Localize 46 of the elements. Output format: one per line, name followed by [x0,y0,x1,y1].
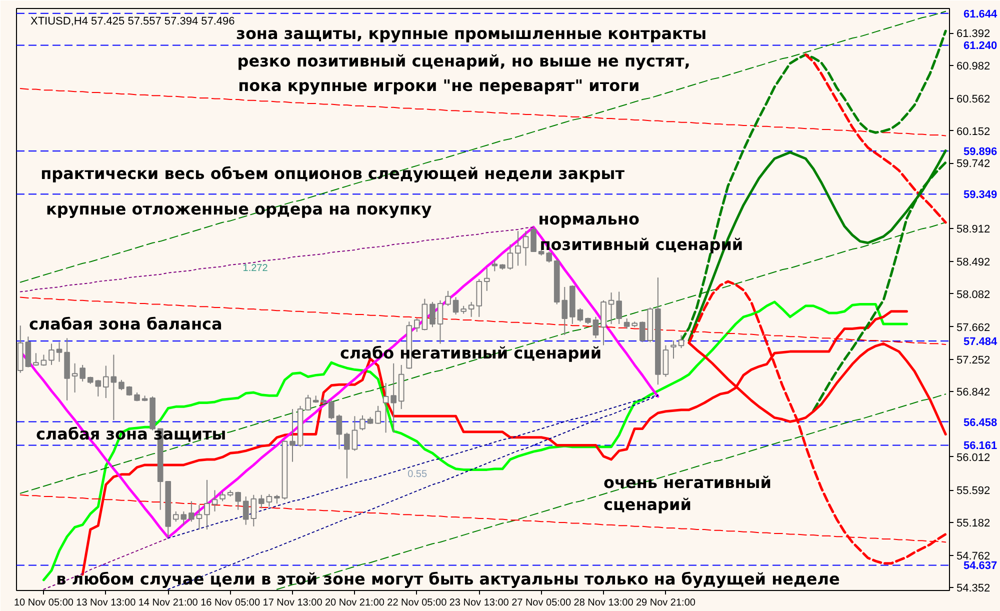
y-tick-label: 58.492 [956,256,990,269]
x-tick-label: 20 Nov 21:00 [324,598,385,608]
x-tick-label: 10 Nov 05:00 [14,598,74,608]
y-tick-label: 56.842 [956,386,990,399]
y-tick-label: 54.352 [956,582,990,595]
annotation: нормально [538,210,640,229]
y-tick-label: 58.912 [956,224,990,236]
x-tick-label: 22 Nov 05:00 [387,598,448,608]
x-tick-label: 17 Nov 13:00 [262,598,323,608]
annotation: крупные отложенные ордера на покупку [46,200,432,219]
y-tick-label: 56.012 [956,452,990,464]
annotation: пока крупные игроки "не переварят" итоги [238,76,640,95]
x-tick-label: 28 Nov 13:00 [574,598,634,608]
x-tick-label: 14 Nov 21:00 [138,598,198,608]
y-tick-label: 58.082 [956,288,990,301]
text: XTIUSD,H4 57.425 57.557 57.394 57.496 [30,16,235,28]
x-tick-label: 29 Nov 21:00 [636,598,696,608]
annotation: 0.55 [408,469,428,480]
x-tick-label: 16 Nov 05:00 [200,598,260,608]
y-tick-label: 55.592 [956,485,990,498]
y-tick-label: 57.252 [956,354,990,366]
ref-line-label: 56.458 [964,416,998,429]
y-tick-label: 59.742 [956,158,990,170]
annotation: 1.272 [242,262,268,274]
annotation: практически весь объем опционов следующей недели закрыт [40,164,626,184]
annotation: слабая зона баланса [28,314,222,334]
y-tick-label: 60.982 [956,60,990,73]
ref-line-label: 56.161 [964,440,998,452]
annotation: резко позитивный сценарий, но выше не пустят, [237,51,690,70]
ref-line-label: 61.644 [964,8,998,20]
y-tick-label: 55.182 [956,517,990,530]
y-tick-label: 57.662 [956,322,990,334]
ref-line-label: 61.240 [964,40,998,52]
annotation: сценарий [604,494,692,514]
x-tick-label: 13 Nov 13:00 [76,598,136,608]
y-tick-label: 54.762 [956,550,990,562]
y-tick-label: 60.562 [956,94,990,106]
annotation: зона защиты, крупные промышленные контракты [236,24,707,43]
ref-line-label: 57.484 [964,336,998,348]
x-tick-label: 23 Nov 13:00 [449,598,510,608]
y-tick-label: 60.152 [956,126,990,138]
ref-line-label: 54.637 [964,560,998,572]
y-tick-label: 61.392 [956,28,990,40]
ref-line-label: 59.896 [964,146,998,158]
ref-line-label: 59.349 [964,189,998,202]
x-tick-label: 27 Nov 05:00 [512,598,572,608]
